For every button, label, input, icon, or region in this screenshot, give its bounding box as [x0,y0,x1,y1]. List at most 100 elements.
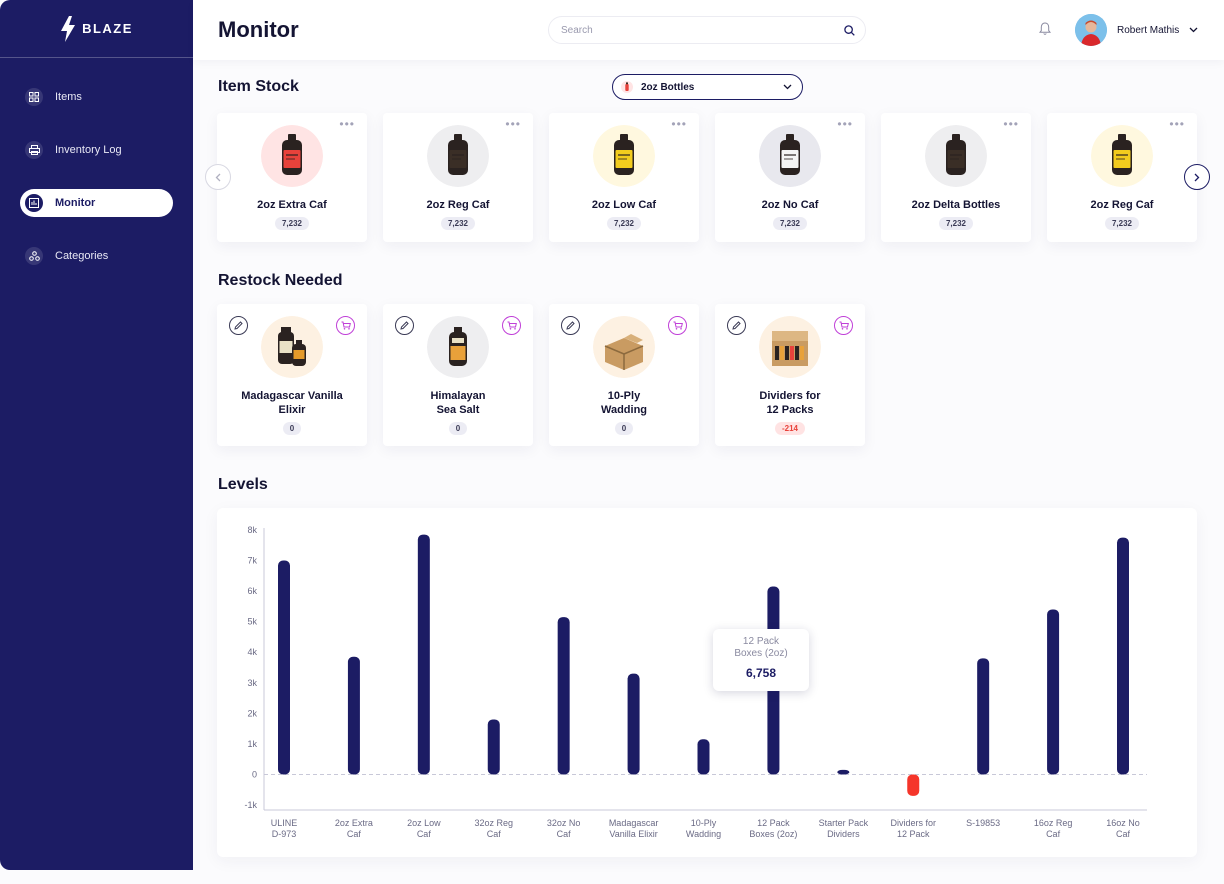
product-name-line1: Madagascar Vanilla [241,390,343,402]
top-header: Monitor Robert Mathis [193,0,1224,60]
chart-bar [1117,537,1129,775]
chevron-down-icon[interactable] [1189,27,1198,33]
chevron-down-icon [783,84,792,90]
x-tick-label: Starter Pack [819,818,869,828]
item-stock-card[interactable]: ••• 2oz No Caf 7,232 [715,113,865,242]
brand-name: BLAZE [82,21,133,36]
chart-bar [347,656,360,775]
add-to-cart-button[interactable] [502,316,521,335]
x-tick-label: 2oz Low [407,818,441,828]
stock-count-badge: 7,232 [606,217,642,230]
product-name-line2: Sea Salt [436,404,480,416]
sidebar-item-categories[interactable]: Categories [20,242,173,270]
levels-title: Levels [218,476,268,493]
bottle-filter-select[interactable]: 2oz Bottles [612,74,803,100]
y-tick-label: 3k [247,678,257,688]
chart-bar [837,769,850,775]
cart-icon [507,321,517,330]
stock-count-badge: 7,232 [938,217,974,230]
x-tick-label: Wadding [686,829,721,839]
product-name-line1: Himalayan [430,390,486,402]
edit-button[interactable] [727,316,746,335]
search-input[interactable] [561,24,844,36]
item-name: 2oz No Caf [761,199,819,211]
more-options-icon[interactable]: ••• [339,117,355,131]
sidebar-item-items[interactable]: Items [20,83,173,111]
x-tick-label: S-19853 [966,818,1000,828]
item-stock-card[interactable]: ••• 2oz Low Caf 7,232 [549,113,699,242]
bottle-image [759,125,821,187]
y-tick-label: 8k [247,525,257,535]
more-options-icon[interactable]: ••• [837,117,853,131]
bell-icon[interactable] [1039,22,1051,36]
edit-button[interactable] [395,316,414,335]
y-tick-label: 5k [247,617,257,627]
brand-logo[interactable]: BLAZE [0,0,193,58]
add-to-cart-button[interactable] [834,316,853,335]
product-name: 10-Ply Wadding [549,389,699,417]
search-bar [548,16,866,44]
y-tick-label: 1k [247,739,257,749]
cart-icon [673,321,683,330]
cart-icon [839,321,849,330]
edit-button[interactable] [561,316,580,335]
stock-count-badge: 7,232 [772,217,808,230]
add-to-cart-button[interactable] [668,316,687,335]
more-options-icon[interactable]: ••• [671,117,687,131]
item-stock-card[interactable]: ••• 2oz Delta Bottles 7,232 [881,113,1031,242]
x-tick-label: Madagascar [609,818,659,828]
carousel-prev-button[interactable] [205,164,231,190]
chart-bar [907,774,920,796]
x-tick-label: Caf [347,829,362,839]
product-name: Dividers for 12 Packs [715,389,865,417]
bottle-image [593,125,655,187]
user-menu[interactable]: Robert Mathis [1075,14,1198,46]
restock-card[interactable]: Himalayan Sea Salt 0 [383,304,533,446]
grid-icon [25,88,43,106]
restock-title: Restock Needed [218,272,343,289]
product-name: Madagascar Vanilla Elixir [217,389,367,417]
x-tick-label: ULINE [271,818,298,828]
sidebar-item-label: Items [55,91,82,103]
y-tick-label: -1k [244,800,257,810]
stock-count-badge: 7,232 [274,217,310,230]
avatar[interactable] [1075,14,1107,46]
x-tick-label: D-973 [272,829,297,839]
more-options-icon[interactable]: ••• [1003,117,1019,131]
more-options-icon[interactable]: ••• [1169,117,1185,131]
sidebar-item-monitor[interactable]: Monitor [20,189,173,217]
x-tick-label: Caf [487,829,502,839]
sidebar: BLAZE Items Inventory Log Monitor [0,0,193,870]
item-stock-card[interactable]: ••• 2oz Reg Caf 7,232 [383,113,533,242]
add-to-cart-button[interactable] [336,316,355,335]
item-stock-card[interactable]: ••• 2oz Extra Caf 7,232 [217,113,367,242]
sidebar-item-inventory-log[interactable]: Inventory Log [20,136,173,164]
restock-card[interactable]: Madagascar Vanilla Elixir 0 [217,304,367,446]
edit-button[interactable] [229,316,248,335]
chart-bar [417,534,430,775]
chart-bar [1047,609,1060,775]
restock-card[interactable]: Dividers for 12 Packs -214 [715,304,865,446]
product-image [759,316,821,378]
x-tick-label: Caf [557,829,572,839]
y-tick-label: 2k [247,708,257,718]
x-tick-label: 12 Pack [757,818,790,828]
chart-tooltip: 12 Pack Boxes (2oz) 6,758 [713,629,809,691]
tooltip-label-line2: Boxes (2oz) [734,648,788,659]
product-name-line1: 10-Ply [607,390,641,402]
bottle-image [925,125,987,187]
search-icon[interactable] [844,24,855,36]
stock-count-badge: -214 [774,422,805,435]
y-tick-label: 7k [247,556,257,566]
chart-bar [487,719,500,775]
pencil-icon [732,321,741,330]
levels-chart: -1k 0 1k 2k 3k 4k 5k 6k 7k 8k ULINE D-973 2oz Extra C… [217,508,1197,857]
carousel-next-button[interactable] [1184,164,1210,190]
more-options-icon[interactable]: ••• [505,117,521,131]
item-stock-card[interactable]: ••• 2oz Reg Caf 7,232 [1047,113,1197,242]
restock-card[interactable]: 10-Ply Wadding 0 [549,304,699,446]
lightning-icon [61,15,76,42]
x-tick-label: Caf [1116,829,1131,839]
product-image [427,316,489,378]
